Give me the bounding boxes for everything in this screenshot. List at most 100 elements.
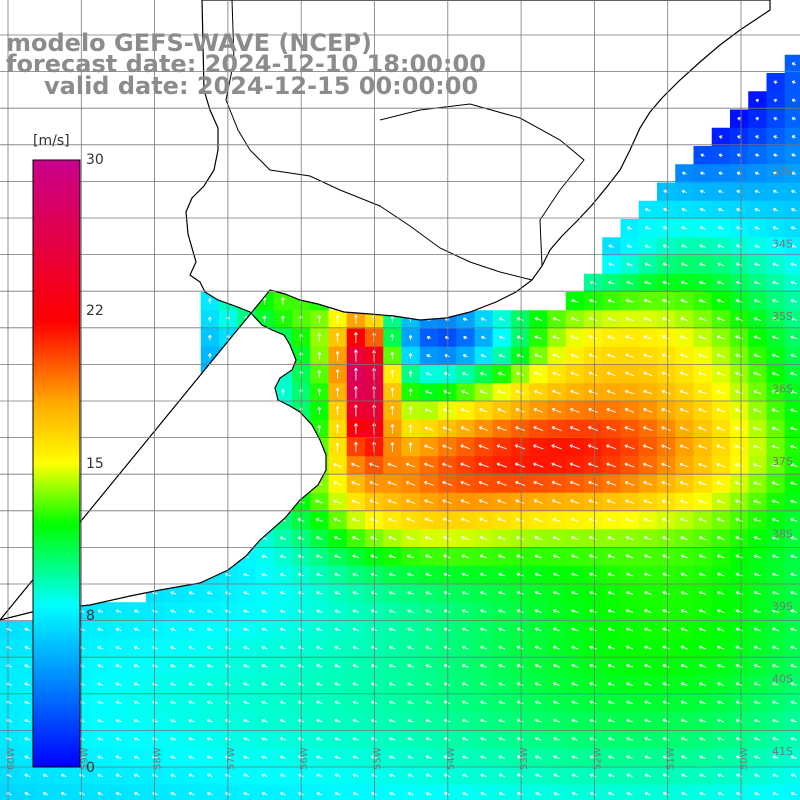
wind-arrow: [279, 536, 286, 540]
wind-arrow: [772, 244, 779, 248]
wind-arrow: [699, 244, 706, 248]
wind-arrow: [334, 664, 341, 668]
wind-arrow: [460, 480, 471, 486]
wind-arrow: [755, 153, 760, 157]
wind-arrow: [425, 791, 432, 796]
wind-arrow: [791, 116, 796, 121]
wind-arrow: [279, 737, 286, 741]
wind-arrow: [735, 335, 743, 340]
latitude-labels: 33S 34S 35S 36S 37S 38S 39S 40S 41S: [772, 165, 793, 758]
speed-cell: [511, 784, 530, 800]
wind-arrow: [115, 791, 122, 796]
wind-arrow: [753, 317, 761, 322]
wind-arrow: [571, 590, 579, 595]
wind-arrow: [115, 755, 122, 759]
wind-arrow: [698, 371, 707, 377]
wind-arrow: [97, 718, 104, 723]
wind-arrow: [587, 462, 599, 468]
wind-arrow: [754, 755, 761, 759]
wind-arrow: [443, 627, 451, 632]
lat-label: 39S: [772, 600, 793, 613]
wind-arrow: [279, 755, 286, 759]
wind-arrow: [571, 572, 579, 577]
wind-arrow: [771, 517, 780, 522]
wind-arrow: [698, 426, 707, 431]
speed-cell: [310, 784, 330, 800]
wind-arrow: [661, 335, 671, 340]
wind-arrow: [243, 682, 250, 686]
speed-cell: [711, 784, 731, 800]
wind-arrow: [699, 773, 706, 778]
wind-arrow: [461, 663, 469, 668]
wind-arrow: [515, 480, 526, 486]
wind-arrow: [516, 791, 524, 796]
wind-arrow: [60, 773, 67, 778]
wind-arrow: [734, 481, 744, 486]
wind-arrow: [352, 645, 359, 650]
wind-arrow: [772, 609, 780, 614]
wind-arrow: [498, 736, 506, 741]
wind-arrow: [498, 682, 506, 686]
wind-arrow: [243, 572, 250, 577]
wind-arrow: [773, 98, 778, 103]
wind-arrow: [735, 517, 743, 522]
wind-arrow: [662, 700, 670, 705]
wind-arrow: [644, 645, 652, 650]
wind-arrow: [552, 317, 561, 322]
wind-arrow: [317, 424, 322, 433]
wind-arrow: [351, 462, 361, 468]
wind-arrow: [170, 737, 177, 741]
wind-arrow: [462, 791, 469, 796]
wind-arrow: [753, 572, 761, 577]
wind-arrow: [407, 755, 414, 759]
wind-arrow: [188, 755, 195, 759]
wind-arrow: [408, 352, 413, 359]
wind-arrow: [698, 663, 707, 668]
wind-arrow: [699, 736, 706, 741]
wind-arrow: [699, 207, 706, 212]
wind-arrow: [552, 627, 561, 632]
wind-arrow: [790, 463, 798, 468]
wind-arrow: [333, 481, 342, 486]
wind-arrow: [115, 627, 122, 632]
wind-arrow: [334, 737, 341, 741]
wind-arrow: [462, 773, 469, 778]
wind-arrow: [516, 682, 524, 686]
speed-cell: [784, 401, 800, 421]
speed-cell: [547, 784, 567, 800]
wind-arrow: [333, 462, 342, 468]
wind-arrow: [498, 773, 505, 778]
wind-arrow: [516, 755, 524, 759]
wind-arrow: [352, 554, 360, 559]
wind-arrow: [24, 700, 31, 705]
wind-arrow: [589, 755, 597, 759]
wind-arrow: [516, 627, 524, 632]
wind-arrow: [279, 572, 286, 577]
wind-arrow: [279, 718, 286, 723]
wind-arrow: [261, 664, 268, 668]
wind-arrow: [115, 682, 122, 686]
wind-arrow: [552, 371, 561, 377]
wind-arrow: [497, 499, 507, 504]
wind-arrow: [790, 481, 798, 486]
wind-arrow: [170, 791, 177, 796]
wind-arrow: [680, 353, 689, 358]
wind-arrow: [316, 682, 323, 686]
wind-arrow: [516, 335, 524, 340]
wind-arrow: [425, 390, 433, 395]
wind-arrow: [351, 517, 360, 522]
wind-arrow: [569, 407, 580, 413]
wind-arrow: [115, 645, 122, 650]
wind-arrow: [479, 554, 488, 559]
wind-arrow: [571, 682, 579, 687]
wind-arrow: [479, 389, 488, 395]
wind-arrow: [480, 718, 487, 723]
wind-arrow: [680, 536, 689, 541]
wind-arrow: [680, 682, 688, 687]
wind-arrow: [315, 554, 323, 559]
wind-arrow: [735, 353, 743, 358]
wind-arrow: [753, 298, 761, 303]
wind-arrow: [736, 153, 742, 157]
wind-arrow: [354, 314, 358, 325]
